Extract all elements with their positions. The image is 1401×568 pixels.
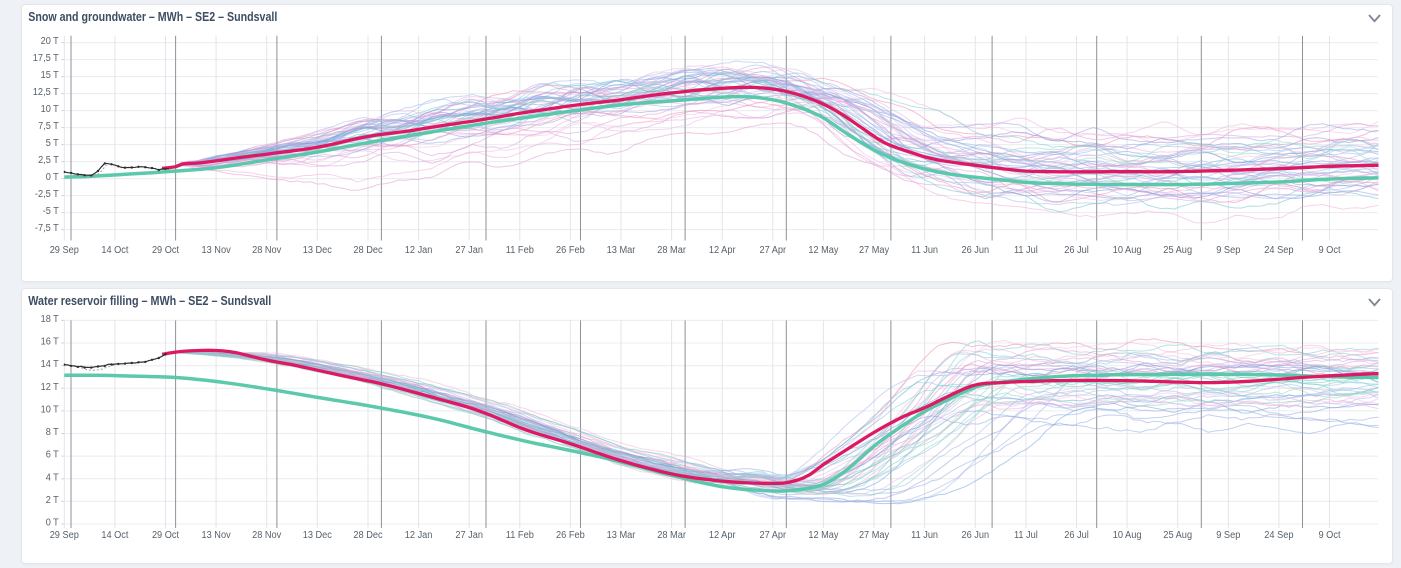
svg-text:28 Mar: 28 Mar [657,245,686,256]
svg-text:18 T: 18 T [41,314,59,325]
svg-text:11 Jun: 11 Jun [911,530,938,541]
svg-text:12 May: 12 May [808,530,838,541]
svg-text:8 T: 8 T [46,427,59,438]
svg-text:28 Nov: 28 Nov [252,245,281,256]
svg-text:11 Jul: 11 Jul [1014,530,1038,541]
svg-text:24 Sep: 24 Sep [1264,530,1294,541]
svg-text:7,5 T: 7,5 T [38,121,59,132]
svg-text:29 Oct: 29 Oct [152,530,179,541]
svg-text:-5 T: -5 T [43,206,59,217]
svg-text:28 Mar: 28 Mar [657,530,686,541]
svg-text:-2,5 T: -2,5 T [35,189,59,200]
svg-text:27 May: 27 May [859,530,889,541]
svg-text:0 T: 0 T [46,518,59,529]
svg-text:15 T: 15 T [41,70,59,81]
svg-text:27 May: 27 May [859,245,889,256]
svg-text:12 Apr: 12 Apr [709,530,736,541]
svg-text:27 Apr: 27 Apr [759,530,786,541]
svg-text:10 Aug: 10 Aug [1113,530,1142,541]
svg-text:13 Mar: 13 Mar [607,245,636,256]
svg-text:26 Jul: 26 Jul [1064,530,1089,541]
svg-text:12 May: 12 May [808,245,838,256]
svg-text:12 Apr: 12 Apr [709,245,736,256]
svg-text:12,5 T: 12,5 T [33,87,59,98]
svg-text:25 Aug: 25 Aug [1163,530,1192,541]
svg-text:6 T: 6 T [46,450,59,461]
svg-text:11 Feb: 11 Feb [506,245,535,256]
svg-text:9 Sep: 9 Sep [1216,245,1241,256]
svg-text:29 Sep: 29 Sep [50,245,80,256]
svg-text:11 Jul: 11 Jul [1014,245,1038,256]
svg-text:28 Dec: 28 Dec [353,530,382,541]
svg-text:20 T: 20 T [41,36,59,47]
svg-text:26 Feb: 26 Feb [556,245,585,256]
svg-text:14 Oct: 14 Oct [101,245,128,256]
svg-text:26 Jun: 26 Jun [962,530,990,541]
svg-text:-7,5 T: -7,5 T [35,223,59,234]
svg-text:12 Jan: 12 Jan [405,530,433,541]
svg-text:16 T: 16 T [41,337,59,348]
svg-text:28 Nov: 28 Nov [252,530,281,541]
svg-text:29 Sep: 29 Sep [50,530,80,541]
svg-text:13 Mar: 13 Mar [607,530,636,541]
svg-text:26 Jun: 26 Jun [962,245,990,256]
svg-text:12 T: 12 T [41,382,59,393]
svg-text:9 Oct: 9 Oct [1318,530,1340,541]
svg-text:13 Nov: 13 Nov [202,245,231,256]
svg-text:5 T: 5 T [46,138,59,149]
svg-text:Water reservoir filling – MWh: Water reservoir filling – MWh – SE2 – Su… [28,293,271,308]
svg-text:29 Oct: 29 Oct [152,245,179,256]
svg-text:13 Dec: 13 Dec [303,530,332,541]
svg-text:28 Dec: 28 Dec [353,245,382,256]
svg-text:27 Jan: 27 Jan [455,530,483,541]
svg-text:10 T: 10 T [41,404,59,415]
svg-text:14 T: 14 T [41,359,59,370]
svg-text:17,5 T: 17,5 T [33,53,59,64]
svg-text:2,5 T: 2,5 T [38,155,59,166]
svg-text:2 T: 2 T [46,495,59,506]
svg-text:9 Sep: 9 Sep [1216,530,1241,541]
svg-text:Snow and groundwater – MWh – S: Snow and groundwater – MWh – SE2 – Sunds… [28,9,277,24]
svg-text:27 Jan: 27 Jan [455,245,483,256]
svg-text:14 Oct: 14 Oct [101,530,128,541]
svg-text:10 Aug: 10 Aug [1113,245,1142,256]
svg-text:26 Jul: 26 Jul [1064,245,1089,256]
svg-text:10 T: 10 T [41,104,59,115]
svg-text:24 Sep: 24 Sep [1264,245,1294,256]
svg-text:27 Apr: 27 Apr [759,245,786,256]
svg-text:11 Feb: 11 Feb [506,530,535,541]
svg-text:0 T: 0 T [46,172,59,183]
svg-text:11 Jun: 11 Jun [911,245,938,256]
svg-text:26 Feb: 26 Feb [556,530,585,541]
svg-text:25 Aug: 25 Aug [1163,245,1192,256]
svg-text:13 Nov: 13 Nov [202,530,231,541]
svg-text:13 Dec: 13 Dec [303,245,332,256]
svg-text:12 Jan: 12 Jan [405,245,433,256]
svg-text:4 T: 4 T [46,472,59,483]
svg-text:9 Oct: 9 Oct [1318,245,1340,256]
